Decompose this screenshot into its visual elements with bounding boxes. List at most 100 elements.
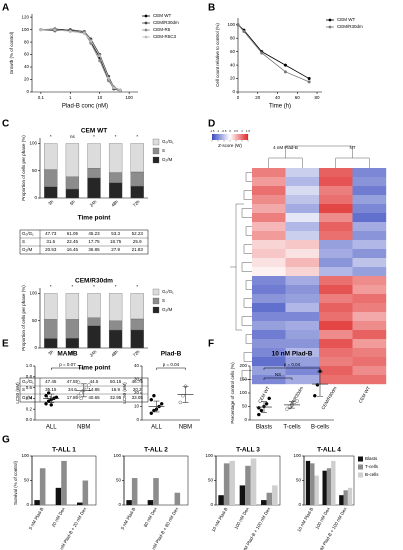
heatmap-cell bbox=[252, 249, 286, 259]
heatmap-cell bbox=[352, 366, 387, 376]
bar bbox=[250, 458, 257, 505]
y-tick-label: 50 bbox=[208, 478, 214, 483]
bar-segment bbox=[108, 143, 123, 173]
dendrogram bbox=[268, 152, 303, 168]
panel-letter: E bbox=[2, 339, 9, 350]
heatmap-cell bbox=[285, 213, 320, 223]
bar-annotation: * bbox=[50, 284, 52, 289]
heatmap-cell bbox=[352, 213, 387, 223]
bar bbox=[61, 460, 67, 505]
table-row-label: G₂/M bbox=[22, 395, 32, 400]
table-cell: 16.9 bbox=[111, 387, 120, 392]
bar bbox=[305, 460, 311, 505]
x-axis-label: Time point bbox=[78, 215, 112, 222]
x-axis-label: Time point bbox=[78, 365, 112, 372]
x-tick-label: 6h bbox=[69, 349, 76, 356]
heatmap-cell bbox=[319, 294, 353, 304]
bar-segment bbox=[87, 143, 101, 169]
data-point bbox=[313, 393, 317, 398]
table-cell: 44.5 bbox=[90, 379, 99, 384]
legend-label: G₀/G₁ bbox=[162, 289, 174, 294]
error-bar bbox=[317, 371, 323, 397]
bar bbox=[261, 500, 267, 505]
dendrogram bbox=[245, 334, 252, 344]
y-tick-label: 120 bbox=[21, 14, 29, 19]
colorbar-tick-label: -0.5 bbox=[222, 129, 227, 133]
bar-segment bbox=[87, 325, 101, 349]
bar-segment bbox=[130, 171, 144, 187]
bar-segment bbox=[108, 172, 123, 183]
table-cell: 35.15 bbox=[45, 387, 57, 392]
y-tick-label: 0 bbox=[232, 89, 235, 94]
data-point bbox=[107, 76, 111, 80]
heatmap-cell bbox=[285, 258, 320, 268]
colorbar-segment bbox=[229, 134, 231, 140]
data-point bbox=[76, 380, 81, 384]
x-tick-label: 48h bbox=[110, 349, 119, 358]
panel-letter: F bbox=[208, 339, 214, 350]
bar-segment bbox=[65, 143, 80, 177]
table-cell: 46.75 bbox=[132, 379, 144, 384]
colorbar-segment bbox=[212, 134, 214, 140]
x-tick-label: 1 bbox=[69, 95, 72, 100]
bar bbox=[39, 468, 46, 505]
heatmap-cell bbox=[285, 375, 320, 385]
table-cell: 47.45 bbox=[45, 379, 57, 384]
column-label: CEM WT bbox=[257, 385, 271, 404]
heatmap-cell bbox=[252, 339, 286, 349]
dendrogram bbox=[243, 352, 252, 362]
colorbar-segment bbox=[242, 134, 244, 140]
y-tick-label: 80 bbox=[230, 35, 236, 40]
colorbar-segment bbox=[223, 134, 225, 140]
colorbar-segment bbox=[219, 134, 221, 140]
heatmap-cell bbox=[319, 213, 353, 223]
y-tick-label: 30 bbox=[134, 377, 140, 382]
dendrogram bbox=[243, 190, 252, 200]
table-cell: 25.9 bbox=[133, 239, 142, 244]
x-tick-label: 72h bbox=[132, 349, 141, 358]
x-tick-label: 10 bbox=[97, 95, 103, 100]
bar-segment bbox=[44, 338, 58, 349]
colorbar-segment bbox=[224, 134, 226, 140]
bar-segment bbox=[44, 169, 58, 187]
legend-marker bbox=[144, 21, 148, 25]
x-tick-label: 60 bbox=[295, 95, 301, 100]
heatmap-cell bbox=[352, 240, 387, 250]
heatmap-cell bbox=[352, 339, 387, 349]
heatmap-cell bbox=[285, 240, 320, 250]
heatmap-cell bbox=[285, 285, 320, 295]
x-tick-label: 24h bbox=[89, 199, 98, 208]
legend-swatch bbox=[152, 288, 160, 296]
y-tick-label: 0 bbox=[34, 195, 37, 200]
heatmap-cell bbox=[352, 249, 387, 259]
heatmap-cell bbox=[319, 231, 353, 241]
x-tick-label: 80 nM Dex bbox=[143, 506, 159, 528]
data-point bbox=[84, 385, 89, 390]
x-axis-label: Plad-B conc (nM) bbox=[62, 104, 108, 110]
legend-marker bbox=[328, 25, 332, 29]
dendrogram bbox=[230, 203, 244, 331]
heatmap-cell bbox=[352, 357, 387, 367]
heatmap-cell bbox=[352, 204, 387, 214]
legend-swatch bbox=[152, 156, 160, 164]
bar-annotation: * bbox=[136, 284, 138, 289]
y-tick-label: 50 bbox=[32, 318, 38, 323]
heatmap-cell bbox=[352, 321, 387, 331]
bar-segment bbox=[130, 329, 144, 349]
colorbar-segment bbox=[240, 134, 242, 140]
bar bbox=[322, 470, 327, 505]
bar-segment bbox=[87, 293, 101, 318]
colorbar-segment bbox=[221, 134, 223, 140]
data-point bbox=[242, 29, 246, 33]
table-row-label: G₂/M bbox=[22, 247, 32, 252]
x-tick-label: 3h bbox=[47, 349, 54, 356]
heatmap-cell bbox=[285, 348, 320, 358]
panel-title: T-ALL 1 bbox=[52, 447, 76, 454]
y-tick-label: 200 bbox=[239, 363, 247, 368]
legend-label: G₂/M bbox=[162, 157, 172, 162]
y-tick-label: 150 bbox=[239, 377, 247, 382]
data-point bbox=[79, 396, 83, 401]
x-tick-label: 100 nM Dex bbox=[314, 506, 331, 530]
legend-label: CEM/R30dm bbox=[153, 20, 179, 25]
heatmap-cell bbox=[319, 303, 353, 313]
